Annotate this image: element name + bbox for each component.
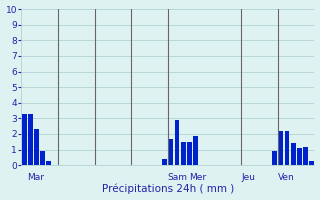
Bar — [22, 114, 27, 165]
Bar — [174, 120, 180, 165]
X-axis label: Précipitations 24h ( mm ): Précipitations 24h ( mm ) — [102, 184, 234, 194]
Bar — [181, 142, 186, 165]
Bar — [309, 161, 314, 165]
Bar — [297, 148, 302, 165]
Bar — [284, 131, 289, 165]
Bar — [28, 114, 33, 165]
Bar — [162, 159, 167, 165]
Text: Sam: Sam — [168, 173, 188, 182]
Bar — [40, 151, 45, 165]
Bar — [34, 129, 39, 165]
Text: Mar: Mar — [27, 173, 44, 182]
Bar — [168, 139, 173, 165]
Bar — [278, 131, 283, 165]
Text: Mer: Mer — [189, 173, 206, 182]
Bar — [187, 142, 192, 165]
Bar — [291, 143, 295, 165]
Bar — [193, 136, 198, 165]
Bar — [46, 161, 51, 165]
Bar — [303, 147, 308, 165]
Text: Jeu: Jeu — [241, 173, 255, 182]
Text: Ven: Ven — [278, 173, 294, 182]
Bar — [272, 151, 277, 165]
